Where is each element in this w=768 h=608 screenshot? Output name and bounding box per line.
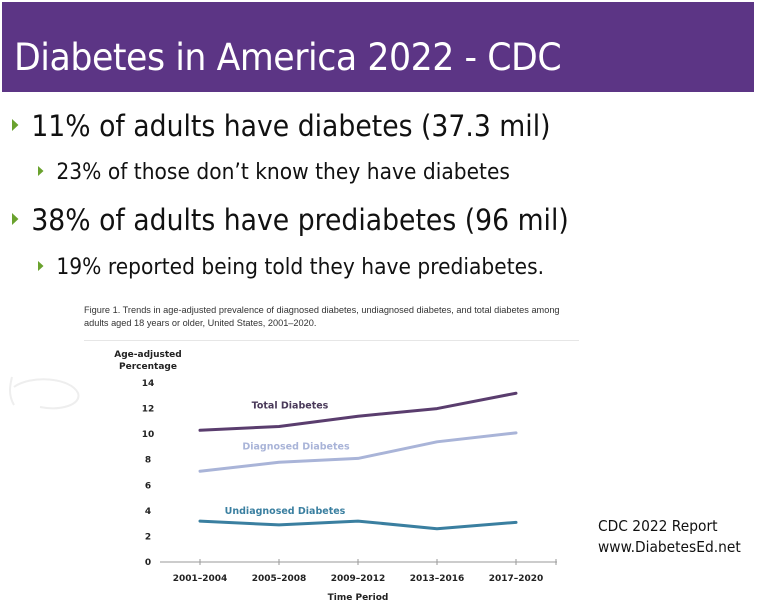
bullet-text: 23% of those don’t know they have diabet… <box>56 160 510 185</box>
y-tick-label: 10 <box>142 430 155 440</box>
x-tick-label: 2017–2020 <box>489 574 544 584</box>
bullet-diabetes-prevalence: 11% of adults have diabetes (37.3 mil) <box>12 109 551 143</box>
x-tick-label: 2013–2016 <box>410 574 465 584</box>
bullet-prediabetes-awareness: 19% reported being told they have predia… <box>38 255 544 280</box>
slide-title: Diabetes in America 2022 - CDC <box>14 36 562 79</box>
series-lines: Total Diabetes Diagnosed Diabetes Undiagno… <box>198 391 518 531</box>
y-axis-label-line2: Percentage <box>119 362 177 372</box>
x-tick-label: 2009–2012 <box>331 574 386 584</box>
y-tick-label: 14 <box>142 379 155 389</box>
decorative-curved-arrow-icon <box>9 376 80 410</box>
bullet-prediabetes-prevalence: 38% of adults have prediabetes (96 mil) <box>12 203 569 237</box>
bullet-arrow-icon <box>12 213 19 225</box>
x-tick-label: 2005–2008 <box>252 574 307 584</box>
y-axis-ticks: 0 2 4 6 8 10 12 14 <box>142 379 155 568</box>
source-note-line1: CDC 2022 Report <box>598 517 718 535</box>
x-axis-ticks: 2001–2004 2005–2008 2009–2012 2013–2016 2017… <box>173 559 557 584</box>
source-note-line2: www.DiabetesEd.net <box>598 538 741 556</box>
bullet-arrow-icon <box>38 166 44 176</box>
series-line-total-diabetes <box>198 391 518 432</box>
y-tick-label: 8 <box>145 456 151 466</box>
bullet-text: 38% of adults have prediabetes (96 mil) <box>31 203 569 237</box>
x-axis-label: Time Period <box>328 593 389 603</box>
title-bar: Diabetes in America 2022 - CDC <box>2 2 754 92</box>
y-tick-label: 2 <box>145 532 151 542</box>
figure-divider <box>84 340 579 341</box>
bullet-arrow-icon <box>12 119 19 131</box>
y-tick-label: 12 <box>142 405 155 415</box>
bullet-text: 19% reported being told they have predia… <box>56 255 545 280</box>
series-label: Diagnosed Diabetes <box>242 441 350 452</box>
y-tick-label: 0 <box>145 558 151 568</box>
source-note: CDC 2022 Report www.DiabetesEd.net <box>598 516 741 558</box>
bullet-undiagnosed-share: 23% of those don’t know they have diabet… <box>38 160 510 185</box>
x-tick-label: 2001–2004 <box>173 574 228 584</box>
y-tick-label: 4 <box>145 507 151 517</box>
bullet-arrow-icon <box>38 261 44 271</box>
series-label: Total Diabetes <box>252 400 329 411</box>
bullet-text: 11% of adults have diabetes (37.3 mil) <box>31 109 551 143</box>
y-tick-label: 6 <box>145 481 151 491</box>
y-axis-label-line1: Age-adjusted <box>114 350 181 360</box>
series-line-undiagnosed-diabetes <box>198 519 518 531</box>
series-label: Undiagnosed Diabetes <box>225 506 346 517</box>
figure-caption: Figure 1. Trends in age-adjusted prevale… <box>84 305 560 328</box>
